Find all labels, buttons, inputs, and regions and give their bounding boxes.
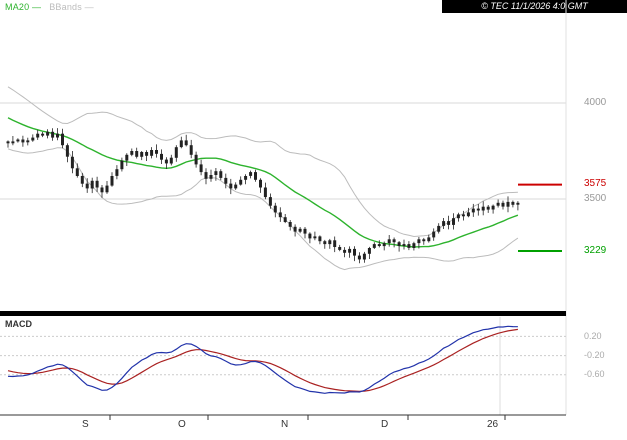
macd-gridline-label-neg020: -0.20 bbox=[584, 350, 605, 360]
macd-line bbox=[7, 325, 518, 394]
macd-gridline-label-pos020: 0.20 bbox=[584, 331, 602, 341]
x-axis-label-year-26: 26 bbox=[487, 419, 499, 430]
bollinger-upper-line bbox=[7, 86, 518, 238]
bollinger-lower-line bbox=[7, 147, 519, 271]
macd-panel-title: MACD bbox=[5, 319, 32, 329]
support-level-label: 3229 bbox=[584, 245, 607, 256]
x-axis-label-november: N bbox=[281, 419, 289, 430]
macd-gridline-label-neg060: -0.60 bbox=[584, 369, 605, 379]
bbands-legend: BBands — bbox=[49, 2, 94, 12]
x-axis-label-september: S bbox=[82, 419, 89, 430]
bbands-legend-swatch: — bbox=[84, 2, 94, 12]
ma20-legend: MA20 — bbox=[5, 2, 41, 12]
ma20-legend-label: MA20 bbox=[5, 2, 30, 12]
candles-layer bbox=[6, 128, 520, 264]
price-gridline-label-4000: 4000 bbox=[584, 97, 607, 108]
ma20-line bbox=[7, 117, 519, 248]
x-axis-label-december: D bbox=[381, 419, 389, 430]
indicator-legend: MA20 — BBands — bbox=[5, 2, 102, 12]
ma20-legend-swatch: — bbox=[32, 2, 42, 12]
macd-signal-line bbox=[7, 328, 518, 392]
copyright-banner: © TEC 11/1/2026 4:0 GMT bbox=[442, 0, 627, 13]
panel-separator bbox=[0, 311, 566, 316]
x-axis-label-october: O bbox=[178, 419, 186, 430]
resistance-level-label: 3575 bbox=[584, 178, 607, 189]
bbands-legend-label: BBands bbox=[49, 2, 82, 12]
price-gridline-label-3500: 3500 bbox=[584, 193, 607, 204]
